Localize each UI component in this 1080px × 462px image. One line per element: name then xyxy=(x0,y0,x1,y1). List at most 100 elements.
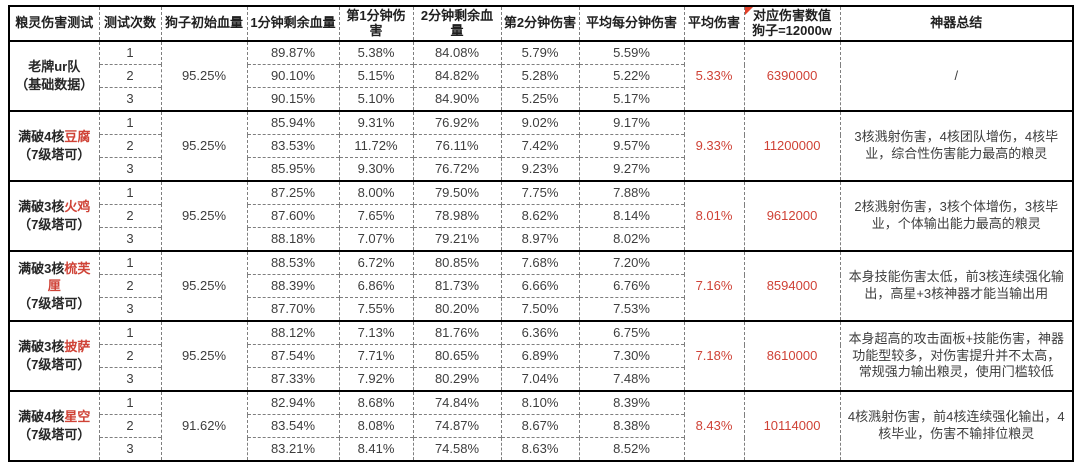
header-hp-after-1min: 1分钟剩余血量 xyxy=(246,6,339,42)
hp-after-1min-cell: 87.33% xyxy=(246,367,339,391)
damage-minute-1-cell: 8.68% xyxy=(338,390,413,415)
trial-number-cell: 2 xyxy=(98,134,161,158)
damage-minute-1-cell: 6.86% xyxy=(338,274,413,298)
damage-minute-1-cell: 7.71% xyxy=(338,344,413,368)
group-name-cell: 老牌ur队 （基础数据） xyxy=(9,40,99,111)
table-row: 3 90.15% 5.10% 84.90% 5.25% 5.17% xyxy=(9,87,1073,111)
hp-after-1min-cell: 89.87% xyxy=(246,40,339,65)
trial-number-cell: 3 xyxy=(98,297,161,321)
trial-number-cell: 2 xyxy=(98,204,161,228)
group-name-line1: 满破3核火鸡 xyxy=(12,198,97,216)
table-row: 2 83.53% 11.72% 76.11% 7.42% 9.57% xyxy=(9,134,1073,158)
group-name-prefix: 满破3核 xyxy=(18,339,65,355)
damage-minute-2-cell: 8.97% xyxy=(500,227,579,251)
avg-damage-cell: 5.33% xyxy=(683,40,744,111)
avg-damage-cell: 7.16% xyxy=(683,250,744,321)
trial-number-cell: 1 xyxy=(98,320,161,345)
damage-minute-1-cell: 8.41% xyxy=(338,437,413,461)
group-name-line2: （7级塔可） xyxy=(18,357,91,372)
damage-minute-1-cell: 8.08% xyxy=(338,414,413,438)
trial-number-cell: 1 xyxy=(98,390,161,415)
artifact-summary-cell: / xyxy=(839,40,1073,111)
table-row: 满破3核火鸡 （7级塔可） 1 95.25% 87.25% 8.00% 79.50% 7.75… xyxy=(9,180,1073,251)
avg-per-minute-cell: 5.22% xyxy=(578,64,684,88)
table-row: 2 87.60% 7.65% 78.98% 8.62% 8.14% xyxy=(9,204,1073,228)
hp-after-1min-cell: 83.53% xyxy=(246,134,339,158)
table-row: 满破3核披萨 （7级塔可） 1 95.25% 88.12% 7.13% 81.76% 6.36… xyxy=(9,320,1073,391)
hp-after-2min-cell: 79.50% xyxy=(412,180,501,205)
hp-after-2min-cell: 80.20% xyxy=(412,297,501,321)
damage-value-cell: 10114000 xyxy=(743,390,840,461)
damage-minute-2-cell: 7.75% xyxy=(500,180,579,205)
avg-damage-cell: 8.43% xyxy=(683,390,744,461)
avg-damage-cell: 7.18% xyxy=(683,320,744,391)
group-name-cell: 满破3核梳芙厘 （7级塔可） xyxy=(9,250,99,321)
header-damage-value-line1: 对应伤害数值 xyxy=(752,7,831,23)
hp-after-1min-cell: 87.25% xyxy=(246,180,339,205)
group-name-cell: 满破4核星空 （7级塔可） xyxy=(9,390,99,461)
damage-minute-1-cell: 7.92% xyxy=(338,367,413,391)
trial-number-cell: 3 xyxy=(98,227,161,251)
damage-minute-2-cell: 5.25% xyxy=(500,87,579,111)
damage-test-sheet: 粮灵伤害测试 测试次数 狗子初始血量 1分钟剩余血量 第1分钟伤害 2分钟剩余血… xyxy=(8,5,1074,462)
hp-after-1min-cell: 88.53% xyxy=(246,250,339,275)
avg-per-minute-cell: 7.30% xyxy=(578,344,684,368)
trial-number-cell: 2 xyxy=(98,414,161,438)
table-row: 2 90.10% 5.15% 84.82% 5.28% 5.22% xyxy=(9,64,1073,88)
damage-minute-2-cell: 6.66% xyxy=(500,274,579,298)
trial-number-cell: 3 xyxy=(98,157,161,181)
damage-minute-2-cell: 7.50% xyxy=(500,297,579,321)
group-name-prefix: 满破4核 xyxy=(18,409,65,425)
hp-after-1min-cell: 88.39% xyxy=(246,274,339,298)
damage-value-cell: 11200000 xyxy=(743,110,840,181)
damage-minute-2-cell: 7.42% xyxy=(500,134,579,158)
avg-per-minute-cell: 5.17% xyxy=(578,87,684,111)
avg-per-minute-cell: 8.39% xyxy=(578,390,684,415)
header-initial-hp: 狗子初始血量 xyxy=(160,6,247,42)
hp-after-2min-cell: 80.65% xyxy=(412,344,501,368)
damage-minute-2-cell: 5.79% xyxy=(500,40,579,65)
initial-hp-cell: 95.25% xyxy=(160,40,247,111)
damage-minute-2-cell: 7.04% xyxy=(500,367,579,391)
avg-per-minute-cell: 7.88% xyxy=(578,180,684,205)
hp-after-2min-cell: 80.29% xyxy=(412,367,501,391)
header-hp-after-2min: 2分钟剩余血量 xyxy=(412,6,501,42)
header-avg-damage: 平均伤害 xyxy=(683,6,744,42)
avg-per-minute-cell: 8.52% xyxy=(578,437,684,461)
group-name-line2: （7级塔可） xyxy=(18,217,91,232)
hp-after-1min-cell: 83.21% xyxy=(246,437,339,461)
artifact-summary-cell: 2核溅射伤害，3核个体增伤，3核毕业，个体输出能力最高的粮灵 xyxy=(839,180,1073,251)
group-name-line2: （7级塔可） xyxy=(18,295,91,311)
table-row: 满破4核豆腐 （7级塔可） 1 95.25% 85.94% 9.31% 76.92% 9.02… xyxy=(9,110,1073,181)
table-row: 满破4核星空 （7级塔可） 1 91.62% 82.94% 8.68% 74.84% 8.10… xyxy=(9,390,1073,461)
hp-after-2min-cell: 84.82% xyxy=(412,64,501,88)
group-name-highlight: 星空 xyxy=(64,409,91,425)
group-name-prefix: 老牌ur队 xyxy=(28,59,81,75)
damage-minute-1-cell: 5.10% xyxy=(338,87,413,111)
avg-damage-cell: 8.01% xyxy=(683,180,744,251)
table-row: 满破3核梳芙厘 （7级塔可） 1 95.25% 88.53% 6.72% 80.85% 7.6… xyxy=(9,250,1073,321)
damage-minute-1-cell: 9.31% xyxy=(338,110,413,135)
table-row: 2 87.54% 7.71% 80.65% 6.89% 7.30% xyxy=(9,344,1073,368)
damage-minute-1-cell: 9.30% xyxy=(338,157,413,181)
group-name-highlight: 披萨 xyxy=(64,339,91,355)
trial-number-cell: 3 xyxy=(98,367,161,391)
artifact-summary-cell: 3核溅射伤害，4核团队增伤，4核毕业，综合性伤害能力最高的粮灵 xyxy=(839,110,1073,181)
header-artifact-summary: 神器总结 xyxy=(839,6,1073,42)
group-name-cell: 满破3核披萨 （7级塔可） xyxy=(9,320,99,391)
artifact-summary-cell: 4核溅射伤害，前4核连续强化输出，4核毕业，伤害不输排位粮灵 xyxy=(839,390,1073,461)
group-name-highlight: 豆腐 xyxy=(64,129,91,145)
header-trial-count: 测试次数 xyxy=(98,6,161,42)
hp-after-1min-cell: 87.70% xyxy=(246,297,339,321)
hp-after-1min-cell: 85.95% xyxy=(246,157,339,181)
group-name-line2: （基础数据） xyxy=(15,77,94,92)
initial-hp-cell: 95.25% xyxy=(160,110,247,181)
damage-minute-2-cell: 7.68% xyxy=(500,250,579,275)
hp-after-2min-cell: 78.98% xyxy=(412,204,501,228)
damage-minute-2-cell: 6.89% xyxy=(500,344,579,368)
hp-after-1min-cell: 82.94% xyxy=(246,390,339,415)
hp-after-2min-cell: 76.72% xyxy=(412,157,501,181)
table-row: 老牌ur队 （基础数据） 1 95.25% 89.87% 5.38% 84.08% 5.79%… xyxy=(9,40,1073,111)
group-name-prefix: 满破3核 xyxy=(18,260,65,276)
initial-hp-cell: 95.25% xyxy=(160,250,247,321)
